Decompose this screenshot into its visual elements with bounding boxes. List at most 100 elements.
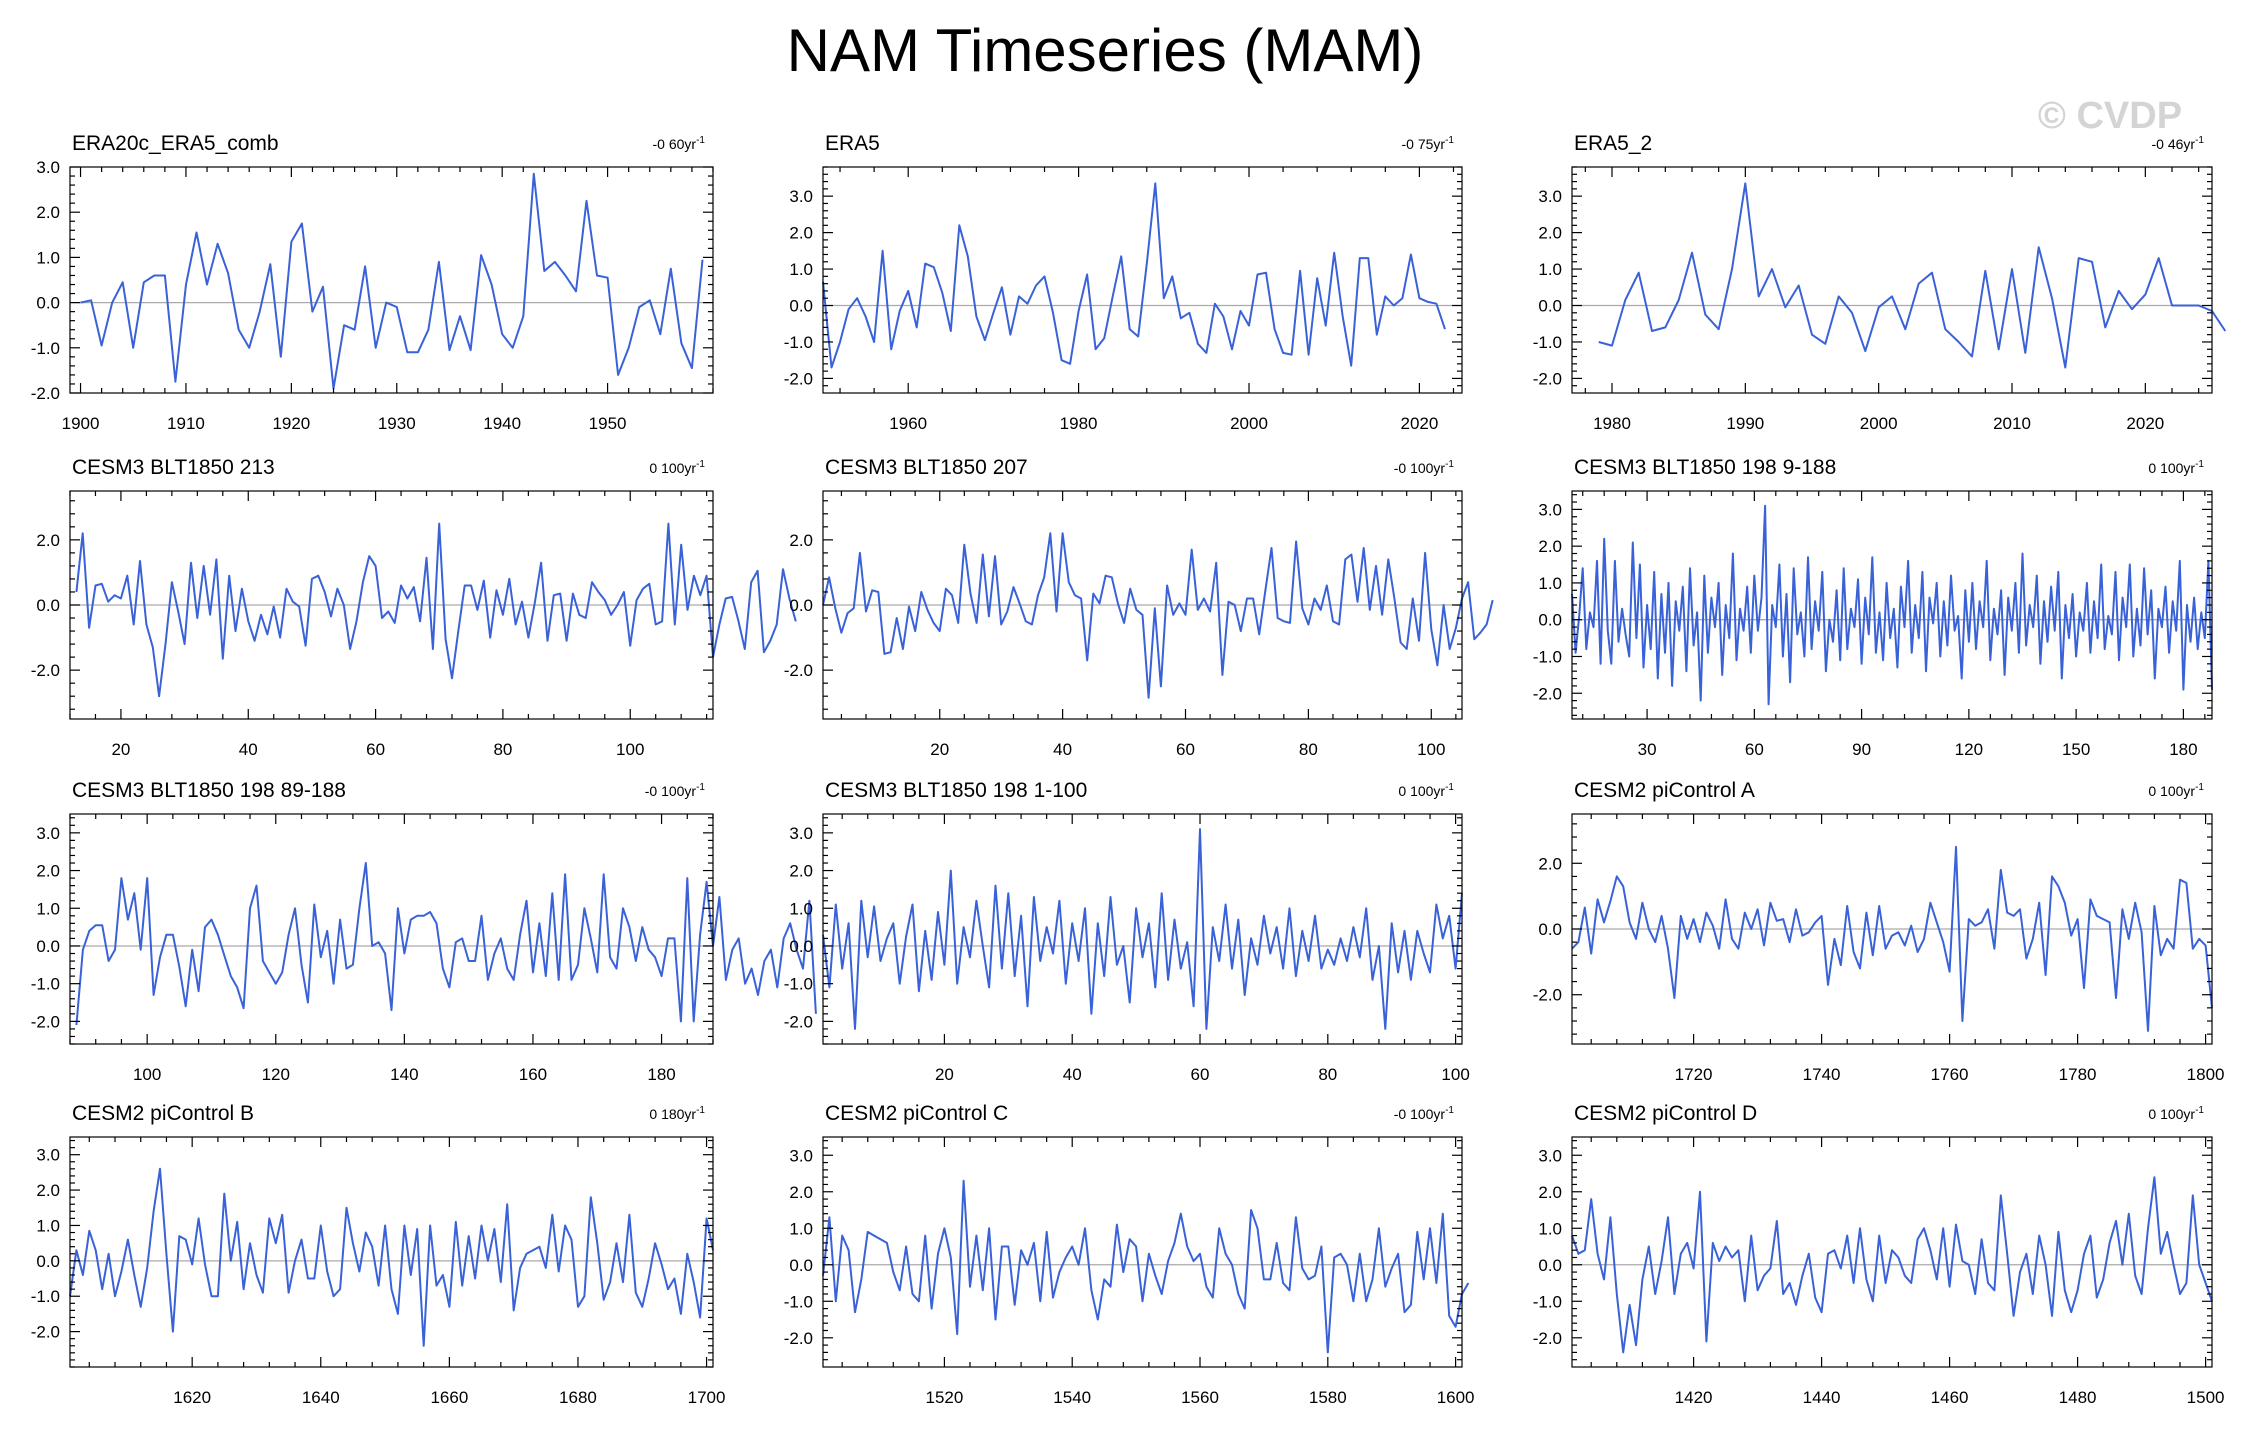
panel-grid: ERA20c_ERA5_comb -0 60yr-1 -2.0 -1.0 0.0 1.0 2… xyxy=(31,132,2227,1407)
y-tick-label: 3.0 xyxy=(789,187,813,206)
y-tick-label: 2.0 xyxy=(36,862,60,881)
y-tick-label: 1.0 xyxy=(36,899,60,918)
y-tick-label: 3.0 xyxy=(1538,500,1562,519)
x-tick-label: 1960 xyxy=(889,414,927,433)
x-tick-label: 90 xyxy=(1852,740,1871,759)
y-tick-label: 1.0 xyxy=(36,1216,60,1235)
y-tick-label: -1.0 xyxy=(784,975,813,994)
x-tick-label: 150 xyxy=(2062,740,2090,759)
trend-unit-sup: -1 xyxy=(1445,459,1454,470)
trend-label: 0 100yr-1 xyxy=(2148,1105,2204,1122)
panel-title: ERA20c_ERA5_comb xyxy=(72,132,279,155)
trend-label: 0 100yr-1 xyxy=(649,459,705,476)
panel-title: CESM3 BLT1850 198 89-188 xyxy=(72,779,346,802)
y-tick-label: 2.0 xyxy=(1538,224,1562,243)
y-tick-label: 1.0 xyxy=(36,248,60,267)
y-tick-label: 2.0 xyxy=(789,862,813,881)
plot-frame xyxy=(69,1136,714,1368)
panel-title: ERA5_2 xyxy=(1574,132,1652,155)
x-tick-label: 30 xyxy=(1638,740,1657,759)
y-tick-label: 0.0 xyxy=(1538,297,1562,316)
y-tick-label: 2.0 xyxy=(1538,854,1562,873)
y-tick-label: 0.0 xyxy=(789,297,813,316)
panel-title: CESM2 piControl A xyxy=(1574,779,1755,802)
y-tick-label: 1.0 xyxy=(789,899,813,918)
x-tick-label: 1660 xyxy=(430,1388,468,1407)
x-tick-label: 80 xyxy=(493,740,512,759)
x-tick-label: 1990 xyxy=(1726,414,1764,433)
x-tick-label: 1460 xyxy=(1931,1388,1969,1407)
panel-9: CESM2 piControl A 0 100yr-1 -2.0 0.0 2.0 1720… xyxy=(1533,779,2225,1084)
y-tick-label: -1.0 xyxy=(1533,333,1562,352)
panel-3: ERA5_2 -0 46yr-1 -2.0 -1.0 0.0 1.0 2.0 3.0 1980 1… xyxy=(1533,132,2227,433)
y-tick-label: 0.0 xyxy=(36,937,60,956)
trend-unit-sup: -1 xyxy=(2195,782,2204,793)
watermark: © CVDP xyxy=(2038,95,2182,137)
series-line xyxy=(1571,845,2213,1032)
x-tick-label: 60 xyxy=(1176,740,1195,759)
x-tick-label: 2000 xyxy=(1230,414,1268,433)
y-tick-label: -2.0 xyxy=(31,1012,60,1031)
y-tick-label: 2.0 xyxy=(36,531,60,550)
series-line xyxy=(822,828,1463,1030)
panel-1: ERA20c_ERA5_comb -0 60yr-1 -2.0 -1.0 0.0 1.0 2… xyxy=(31,132,714,433)
trend-unit-sup: -1 xyxy=(2195,135,2204,146)
x-tick-label: 1560 xyxy=(1181,1388,1219,1407)
series-line xyxy=(822,182,1446,369)
x-tick-label: 100 xyxy=(1417,740,1445,759)
x-tick-label: 1620 xyxy=(173,1388,211,1407)
series-line xyxy=(1571,504,2213,706)
panel-title: CESM3 BLT1850 198 1-100 xyxy=(825,779,1087,802)
x-tick-label: 2010 xyxy=(1993,414,2031,433)
x-tick-label: 1640 xyxy=(302,1388,340,1407)
plot-frame xyxy=(1571,1136,2213,1368)
y-tick-label: -1.0 xyxy=(31,975,60,994)
x-tick-label: 40 xyxy=(239,740,258,759)
x-tick-label: 1580 xyxy=(1309,1388,1347,1407)
series-line xyxy=(1598,182,2227,369)
panel-8: CESM3 BLT1850 198 1-100 0 100yr-1 -2.0 -1.0… xyxy=(784,779,1470,1084)
panel-2: ERA5 -0 75yr-1 -2.0 -1.0 0.0 1.0 2.0 3.0 1960 198… xyxy=(784,132,1463,433)
x-tick-label: 1440 xyxy=(1803,1388,1841,1407)
x-tick-label: 140 xyxy=(390,1065,418,1084)
x-tick-label: 1980 xyxy=(1593,414,1631,433)
x-tick-label: 1600 xyxy=(1437,1388,1475,1407)
panel-title: CESM3 BLT1850 198 9-188 xyxy=(1574,456,1836,479)
y-tick-label: 1.0 xyxy=(1538,574,1562,593)
x-tick-label: 100 xyxy=(133,1065,161,1084)
plot-frame xyxy=(1571,166,2213,394)
trend-label: -0 100yr-1 xyxy=(645,782,706,799)
x-tick-label: 1480 xyxy=(2059,1388,2097,1407)
y-tick-label: -1.0 xyxy=(1533,1292,1562,1311)
y-tick-label: -2.0 xyxy=(1533,684,1562,703)
panel-title: CESM2 piControl D xyxy=(1574,1102,1757,1125)
y-tick-label: -1.0 xyxy=(784,1292,813,1311)
x-tick-label: 100 xyxy=(616,740,644,759)
y-tick-label: 3.0 xyxy=(36,1146,60,1165)
y-tick-label: 0.0 xyxy=(36,596,60,615)
trend-unit-sup: -1 xyxy=(1445,782,1454,793)
plot-frame xyxy=(69,166,714,394)
y-tick-label: -2.0 xyxy=(784,1329,813,1348)
x-tick-label: 80 xyxy=(1318,1065,1337,1084)
x-tick-label: 20 xyxy=(935,1065,954,1084)
trend-unit-sup: -1 xyxy=(696,459,705,470)
x-tick-label: 2020 xyxy=(1400,414,1438,433)
y-tick-label: -2.0 xyxy=(31,661,60,680)
y-tick-label: 2.0 xyxy=(36,1181,60,1200)
trend-label: -0 46yr-1 xyxy=(2152,135,2205,152)
x-tick-label: 1950 xyxy=(589,414,627,433)
y-tick-label: 1.0 xyxy=(789,260,813,279)
series-line xyxy=(80,172,704,390)
trend-label: -0 75yr-1 xyxy=(1402,135,1455,152)
trend-label: -0 60yr-1 xyxy=(653,135,706,152)
trend-label: -0 100yr-1 xyxy=(1394,1105,1455,1122)
y-tick-label: -2.0 xyxy=(31,384,60,403)
x-tick-label: 1680 xyxy=(559,1388,597,1407)
y-tick-label: 3.0 xyxy=(789,824,813,843)
x-tick-label: 60 xyxy=(1191,1065,1210,1084)
x-tick-label: 1780 xyxy=(2059,1065,2097,1084)
panel-title: CESM3 BLT1850 207 xyxy=(825,456,1028,479)
y-tick-label: 2.0 xyxy=(789,224,813,243)
x-tick-label: 100 xyxy=(1441,1065,1469,1084)
